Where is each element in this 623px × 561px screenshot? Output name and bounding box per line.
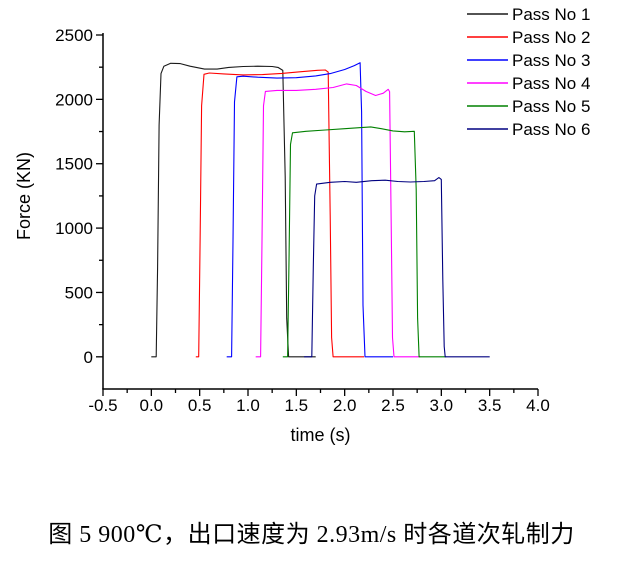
x-tick-label: 4.0 — [526, 396, 550, 415]
y-tick-label: 2500 — [55, 26, 93, 45]
series-line-pass-no-5 — [282, 126, 447, 358]
x-tick-label: 1.0 — [236, 396, 260, 415]
x-tick-label: 2.5 — [381, 396, 405, 415]
series-line-pass-no-4 — [255, 83, 421, 358]
y-tick-label: 1000 — [55, 219, 93, 238]
series-line-pass-no-6 — [304, 177, 490, 358]
x-axis-title: time (s) — [291, 425, 351, 445]
series-line-pass-no-1 — [151, 62, 316, 358]
force-time-chart: -0.5 0.0 0.5 1.0 1.5 2.0 2.5 3.0 3.5 4.0 0 500 1000 1… — [14, 5, 590, 445]
series-line-pass-no-2 — [195, 69, 364, 358]
legend-label-pass-no-6: Pass No 6 — [512, 120, 590, 139]
x-tick-label: 0.5 — [188, 396, 212, 415]
series-line-pass-no-3 — [226, 62, 393, 358]
x-tick-label: 3.0 — [430, 396, 454, 415]
x-tick-label: -0.5 — [88, 396, 117, 415]
x-tick-label: 2.0 — [333, 396, 357, 415]
legend-label-pass-no-1: Pass No 1 — [512, 5, 590, 24]
legend-label-pass-no-3: Pass No 3 — [512, 51, 590, 70]
y-tick-label: 500 — [65, 283, 93, 302]
x-tick-label: 0.0 — [140, 396, 164, 415]
y-axis-title: Force (KN) — [14, 152, 34, 240]
x-tick-label: 1.5 — [285, 396, 309, 415]
legend-label-pass-no-2: Pass No 2 — [512, 28, 590, 47]
y-tick-label: 0 — [84, 348, 93, 367]
y-tick-label: 2000 — [55, 90, 93, 109]
legend-label-pass-no-5: Pass No 5 — [512, 97, 590, 116]
y-tick-label: 1500 — [55, 155, 93, 174]
legend-label-pass-no-4: Pass No 4 — [512, 74, 590, 93]
x-tick-label: 3.5 — [478, 396, 502, 415]
figure-caption: 图 5 900℃，出口速度为 2.93m/s 时各道次轧制力 — [48, 522, 575, 548]
